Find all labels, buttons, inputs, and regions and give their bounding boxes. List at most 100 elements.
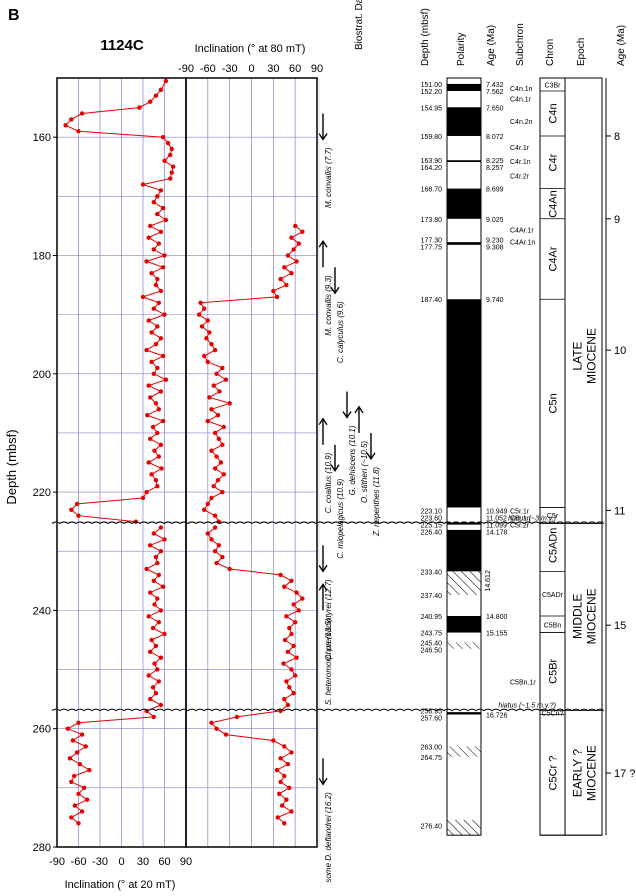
data-point xyxy=(140,495,146,501)
data-point xyxy=(284,614,289,619)
normal-polarity-band xyxy=(447,160,481,162)
chron-label: C4Ar xyxy=(548,246,560,271)
data-point xyxy=(160,353,166,359)
subchron-label: C4Ar.1n xyxy=(510,239,535,246)
data-point xyxy=(72,773,77,779)
normal-polarity-band xyxy=(447,242,481,245)
normal-polarity-band xyxy=(447,107,481,136)
data-point xyxy=(162,631,167,637)
data-point xyxy=(209,537,214,542)
data-point xyxy=(214,560,219,566)
series-line xyxy=(207,527,304,824)
data-point xyxy=(160,418,166,424)
data-point xyxy=(205,318,210,323)
data-point xyxy=(144,259,149,264)
datum-label: C. calyculus (9.6) xyxy=(336,301,345,363)
normal-polarity-band xyxy=(447,712,481,715)
data-point xyxy=(152,661,157,666)
subchron-label: C5Bn.1r xyxy=(510,679,536,686)
depth-label: 151.00 xyxy=(421,82,443,89)
inclination-80mt-plot: -90 -60 -30 0 30 60 90 xyxy=(178,63,323,848)
data-point xyxy=(158,389,164,394)
data-point xyxy=(158,702,164,708)
datum-label: C. premacintyrei (12.7) xyxy=(324,579,333,661)
data-point xyxy=(291,602,296,607)
y-tick-label: 220 xyxy=(33,487,51,499)
panel-label: B xyxy=(8,7,20,24)
data-point xyxy=(204,336,209,341)
data-point xyxy=(151,306,156,311)
data-point xyxy=(155,484,160,489)
data-point xyxy=(300,596,305,601)
data-point xyxy=(293,620,298,625)
hiatus-line xyxy=(51,708,605,712)
data-point xyxy=(223,377,229,382)
hiatus-line xyxy=(51,521,605,525)
age-label: 7.650 xyxy=(486,105,504,112)
normal-polarity-band xyxy=(447,83,481,92)
normal-polarity-band xyxy=(447,529,481,572)
y-tick-label: 200 xyxy=(33,369,51,381)
data-point xyxy=(168,176,173,181)
chron-label: C5Br xyxy=(548,658,560,683)
data-point xyxy=(169,146,174,152)
data-point xyxy=(156,300,161,305)
data-point xyxy=(162,312,167,317)
datum-label: M. convallis (9.3) xyxy=(324,275,333,336)
x-tick-label: -30 xyxy=(222,63,238,75)
depth-label: 164.20 xyxy=(421,165,443,172)
depth-label: 237.40 xyxy=(421,593,443,600)
data-point xyxy=(149,637,154,643)
data-point xyxy=(289,235,294,240)
datum-label: Z. nepenthes (11.8) xyxy=(372,467,381,538)
data-point xyxy=(271,738,276,743)
subchron-label: C4r.1n xyxy=(510,159,531,166)
data-point xyxy=(76,129,81,134)
age-axis-label: 10 xyxy=(614,345,626,357)
data-point xyxy=(140,294,146,300)
data-point xyxy=(76,791,81,796)
data-point xyxy=(207,330,212,335)
data-point xyxy=(287,685,292,690)
data-point xyxy=(160,584,166,589)
data-point xyxy=(289,750,294,755)
chron-label: C5r xyxy=(547,513,559,520)
polarity-header: Polarity xyxy=(456,33,467,66)
data-point xyxy=(156,241,161,246)
datum-label: O. stitheri (~10.5) xyxy=(360,441,369,503)
data-point xyxy=(87,767,92,773)
data-point xyxy=(149,271,154,276)
depth-label: 245.40 xyxy=(421,640,443,647)
data-point xyxy=(220,554,225,560)
data-point xyxy=(149,472,154,477)
data-point xyxy=(153,691,159,696)
data-point xyxy=(150,424,156,430)
data-point xyxy=(148,223,153,229)
subchron-label: C4n.1r xyxy=(510,97,532,104)
data-point xyxy=(285,649,291,654)
chron-label: C5Bn xyxy=(544,623,562,630)
epoch-column-frame xyxy=(564,77,603,836)
data-point xyxy=(282,821,287,826)
data-point xyxy=(214,371,219,376)
depth-label: 257.60 xyxy=(421,716,443,723)
data-point xyxy=(282,265,287,270)
data-point xyxy=(69,779,74,785)
data-point xyxy=(155,560,160,566)
data-point xyxy=(220,442,225,447)
datum-arrowhead xyxy=(318,564,328,573)
subchron-label: C5r.2r xyxy=(510,522,530,529)
data-point xyxy=(215,413,221,418)
data-point xyxy=(158,229,164,234)
depth-label: 154.95 xyxy=(421,105,443,112)
data-point xyxy=(296,241,301,246)
data-point xyxy=(67,756,73,761)
age-label: 8.072 xyxy=(486,134,504,141)
data-point xyxy=(146,318,151,323)
chron-label: C3Br xyxy=(545,83,562,90)
data-point xyxy=(221,424,226,430)
age-label: 9.308 xyxy=(486,244,504,251)
depth-label: 264.75 xyxy=(421,755,443,762)
age-label: 8.257 xyxy=(486,165,504,172)
data-point xyxy=(214,454,219,459)
